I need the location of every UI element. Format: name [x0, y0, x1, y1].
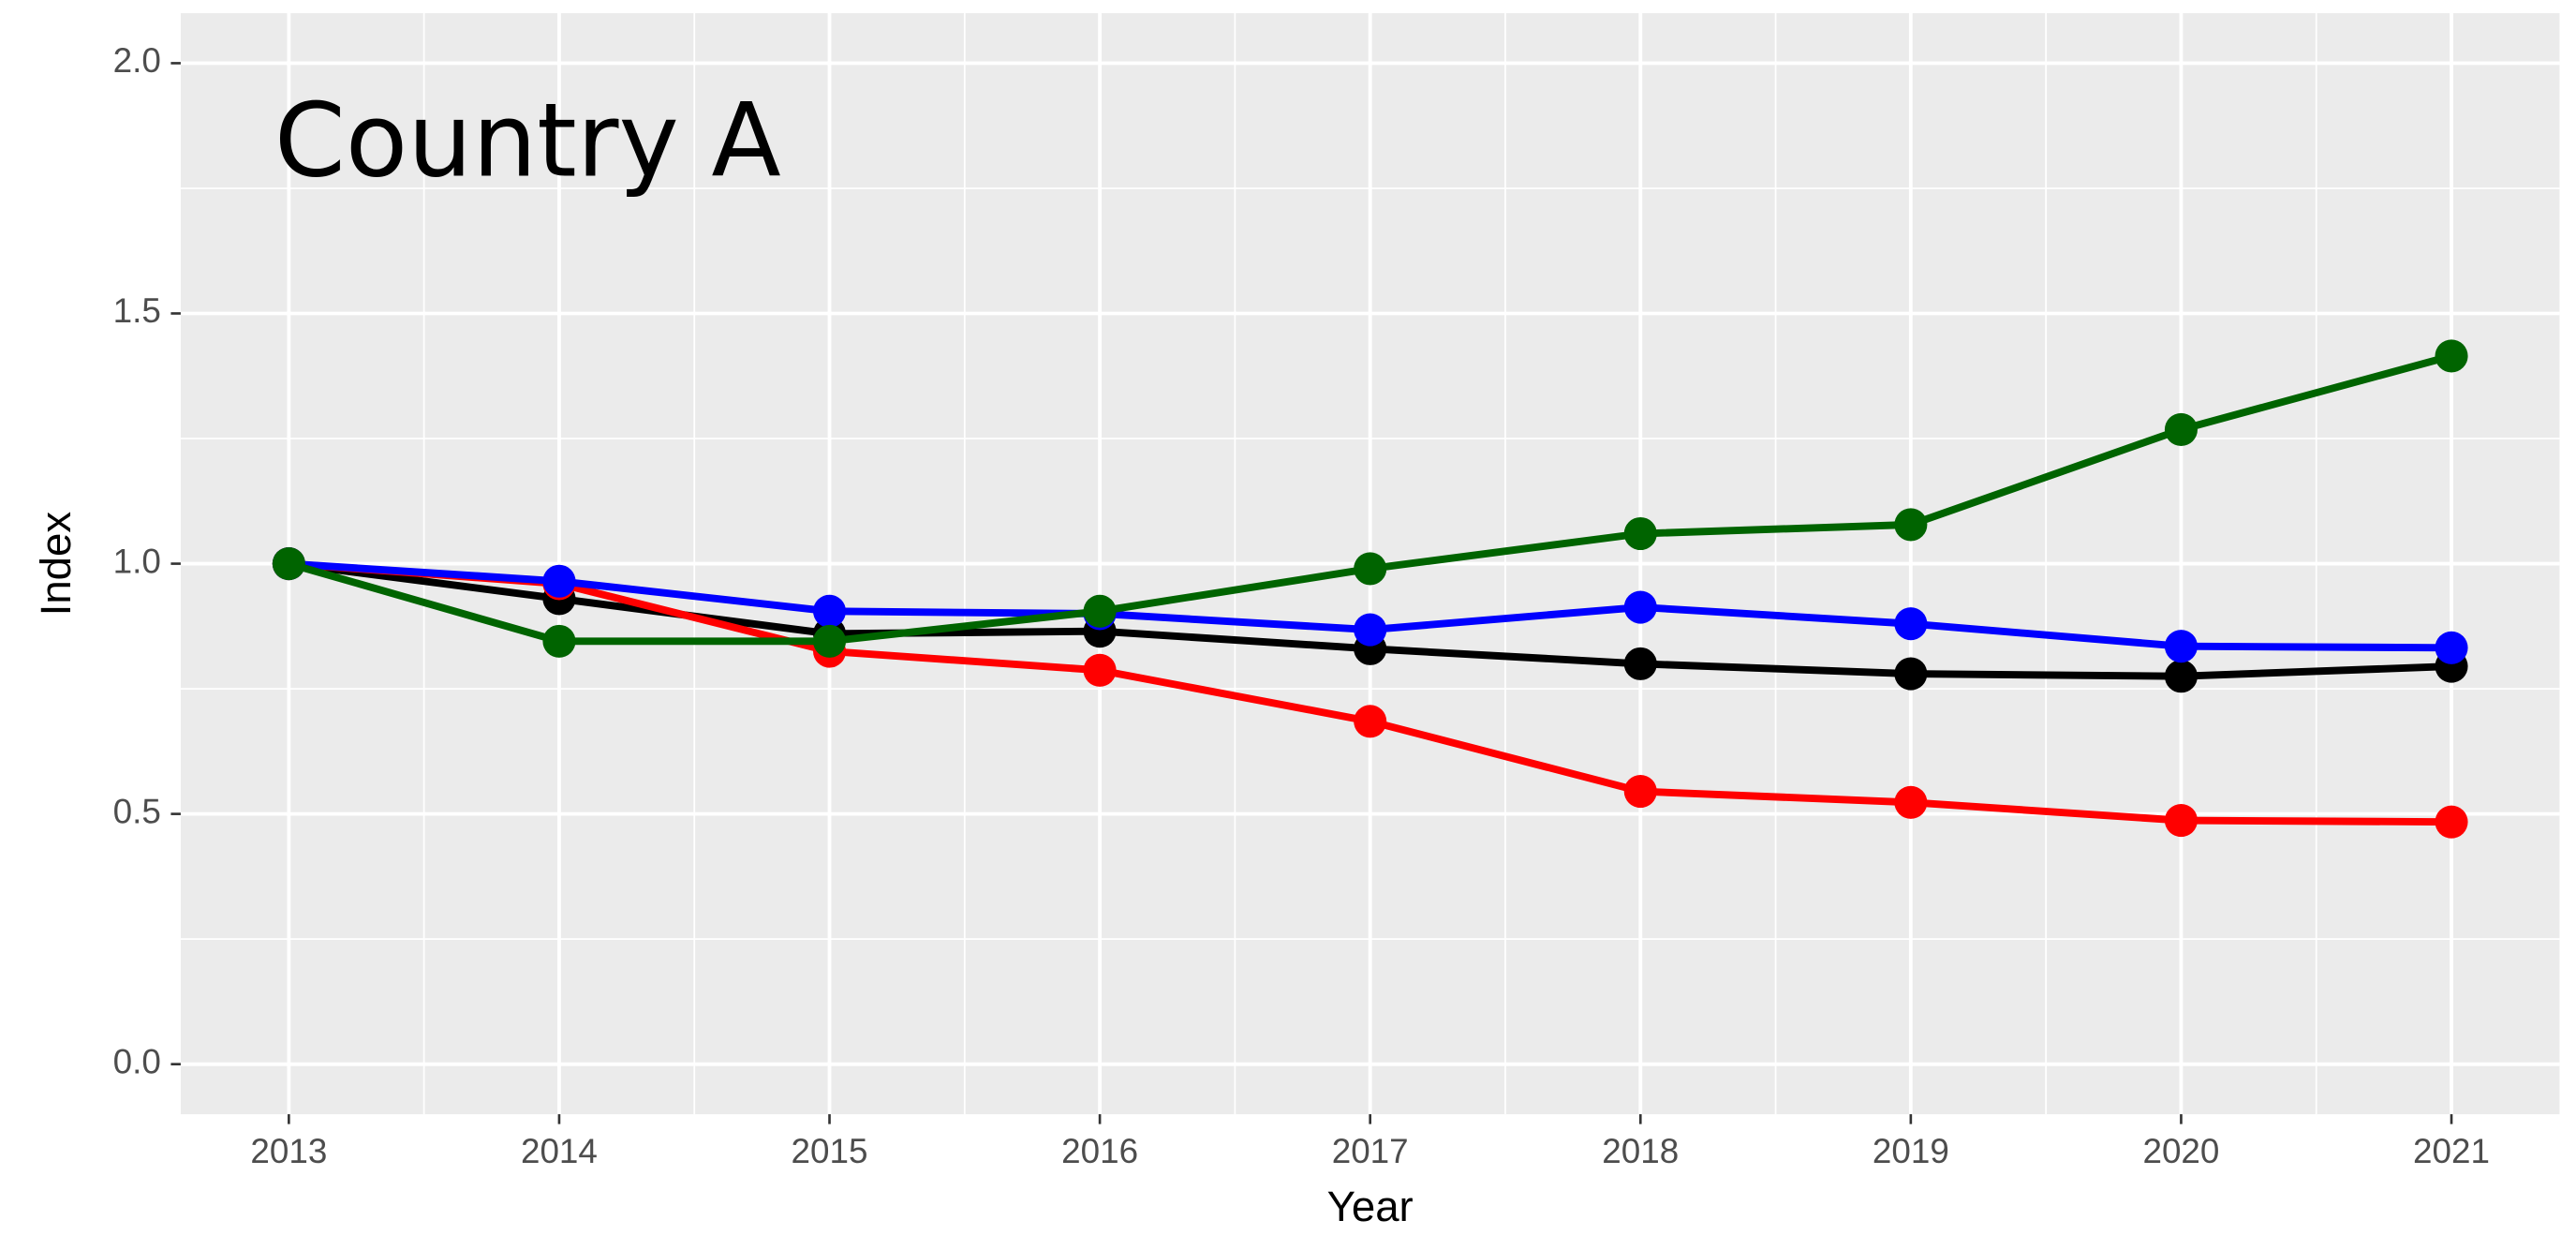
point: [2435, 805, 2468, 839]
point: [2164, 804, 2198, 838]
point: [2164, 630, 2198, 663]
point: [1623, 590, 1657, 624]
y-tick-label: 2.0: [113, 41, 161, 80]
point: [542, 624, 576, 658]
x-tick-label: 2013: [250, 1132, 327, 1170]
point: [812, 624, 847, 658]
point: [1894, 508, 1928, 542]
annotation: Country A: [274, 82, 781, 201]
point: [1354, 613, 1387, 647]
point: [2164, 660, 2198, 693]
point: [272, 547, 305, 581]
y-tick-label: 0.0: [113, 1042, 161, 1080]
y-tick-label: 1.5: [113, 291, 161, 330]
x-tick-label: 2016: [1061, 1132, 1138, 1170]
x-tick-label: 2021: [2413, 1132, 2490, 1170]
y-axis-title: Index: [32, 512, 80, 617]
point: [2164, 412, 2198, 446]
point: [1354, 705, 1387, 738]
y-tick-label: 0.5: [113, 792, 161, 830]
x-tick-label: 2014: [521, 1132, 598, 1170]
x-tick-label: 2015: [792, 1132, 868, 1170]
point: [1083, 594, 1117, 628]
marks: [272, 339, 2468, 839]
x-tick-label: 2020: [2142, 1132, 2219, 1170]
point: [1623, 775, 1657, 809]
y-tick-label: 1.0: [113, 542, 161, 580]
x-tick-label: 2017: [1332, 1132, 1409, 1170]
point: [2435, 339, 2468, 373]
point: [812, 594, 847, 628]
point: [1894, 607, 1928, 641]
x-axis-title: Year: [1327, 1183, 1414, 1230]
point: [1354, 552, 1387, 586]
point: [2435, 631, 2468, 664]
x-tick-label: 2019: [1873, 1132, 1949, 1170]
x-tick-label: 2018: [1602, 1132, 1679, 1170]
point: [1623, 516, 1657, 551]
point: [1894, 657, 1928, 691]
point: [1623, 647, 1657, 680]
point: [542, 564, 576, 598]
point: [1083, 653, 1117, 687]
point: [1894, 785, 1928, 819]
